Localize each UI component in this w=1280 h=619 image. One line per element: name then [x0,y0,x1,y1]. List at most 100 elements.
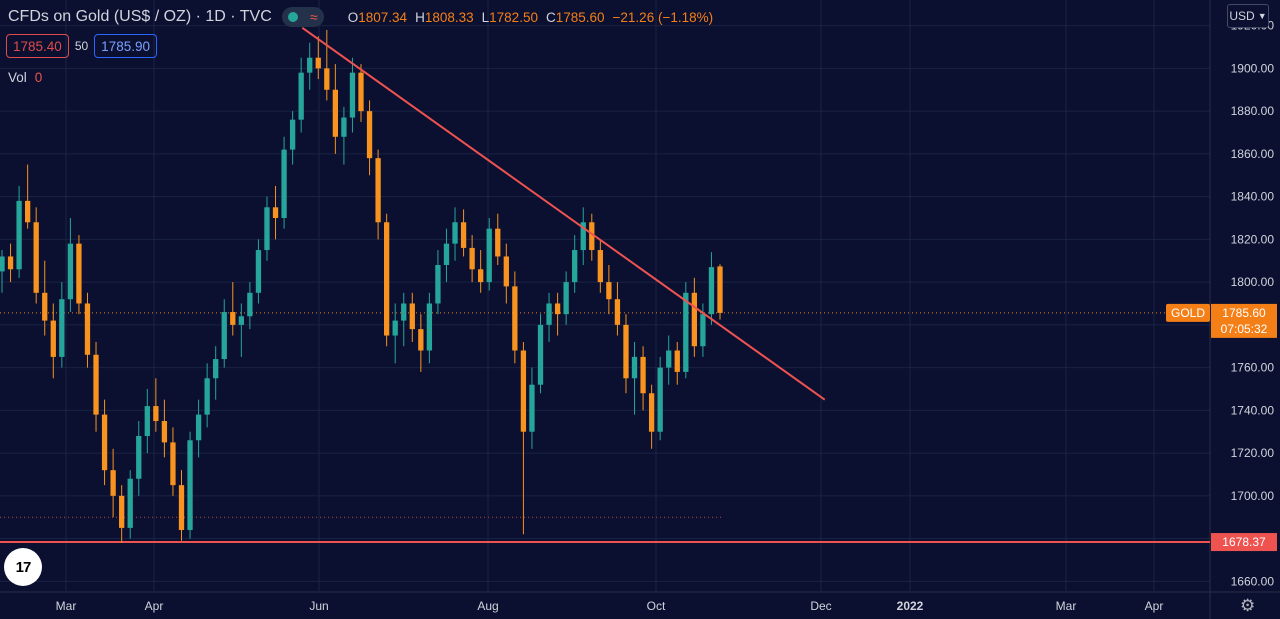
candle-body [460,222,467,248]
currency-label: USD [1229,9,1255,23]
candle [614,282,621,336]
candle-body [33,222,39,293]
y-tick-label: 1900.00 [1231,61,1275,75]
candle [495,213,501,266]
candle [7,243,14,283]
y-tick-label: 1820.00 [1231,232,1275,246]
candle [375,149,381,240]
currency-select[interactable]: USD ▼ [1227,4,1269,28]
candle-body [366,111,373,159]
candle [93,341,99,432]
candle-body [272,207,279,218]
y-tick-label: 1880.00 [1231,104,1275,118]
volume-value: 0 [34,70,43,85]
candle [178,470,185,541]
spread-value: 50 [74,39,89,53]
candle [358,64,364,122]
candle-body [136,435,142,479]
candle-body [452,222,458,244]
x-tick-label: Jun [309,599,328,613]
candle [426,292,433,364]
candle-body [238,316,244,325]
candle [409,292,415,342]
candle-body [50,320,56,357]
candle-body [683,292,689,372]
candle [24,164,31,229]
sell-button[interactable]: 1785.40 [6,34,69,58]
candle-body [554,303,561,315]
candle [683,282,689,379]
candle [238,303,244,357]
tradingview-logo-icon[interactable]: 17 [4,548,42,586]
ohlc-value: 1808.33 [424,9,474,25]
candle-body [42,292,48,321]
candle [136,421,142,496]
candle [503,243,509,304]
x-tick-label: Dec [810,599,831,613]
candle-body [161,421,168,443]
countdown-value: 07:05:32 [1221,322,1268,336]
candle-body [486,228,492,283]
chevron-down-icon: ▼ [1257,11,1267,21]
candle [255,239,262,304]
candle-body [255,250,262,293]
candle [0,250,5,293]
candle [392,303,398,364]
candle [127,470,133,539]
wave-icon: ≈ [309,9,318,25]
candle-body [358,72,364,112]
ohlc-key: L [481,9,490,25]
support-tag-value: 1678.37 [1222,535,1266,549]
candle-body [469,247,475,270]
x-tick-label: Oct [647,599,666,613]
buy-button[interactable]: 1785.90 [94,34,157,58]
candle [486,217,492,291]
candle [315,36,321,80]
candle [16,185,22,278]
candle [272,185,279,240]
gear-icon[interactable]: ⚙ [1240,596,1256,615]
chart-title[interactable]: CFDs on Gold (US$ / OZ) · 1D · TVC [8,8,272,25]
candle-body [59,299,65,357]
candle-body [349,72,356,118]
candle-body [298,72,304,120]
candle-body [324,68,330,90]
candle-body [606,282,612,300]
candle [264,196,270,261]
ohlc-item: C1785.60 [546,10,605,25]
indicator-toggle[interactable]: ≈ [281,7,324,27]
last-price-value: 1785.60 [1222,306,1266,320]
ohlc-value: 1785.60 [555,9,605,25]
ohlc-item: O1807.34 [348,10,407,25]
candle-body [563,282,569,315]
candle-body [614,299,621,325]
candle-body [101,414,108,471]
candle-body [170,442,176,486]
candle [281,136,287,229]
volume-legend: Vol 0 [8,70,42,85]
x-tick-label: Apr [1145,599,1164,613]
ohlc-key: H [415,9,425,25]
y-tick-label: 1860.00 [1231,147,1275,161]
candle [717,264,723,320]
candle-body [708,267,715,315]
candle-body [572,250,578,283]
candle-body [315,57,321,69]
y-tick-label: 1700.00 [1231,489,1275,503]
candle-body [623,324,629,379]
candle-body [401,303,407,321]
ohlc-item: L1782.50 [482,10,538,25]
candle [460,209,467,257]
candle [33,207,39,304]
candle-body [247,292,253,317]
candle [204,363,210,428]
y-tick-label: 1760.00 [1231,361,1275,375]
candle [332,64,339,154]
quote-row: 1785.40 50 1785.90 [6,34,157,58]
price-tags: GOLD 1785.60 07:05:32 1678.37 [1166,303,1277,552]
candle [221,299,227,368]
candle-body [221,312,227,360]
candle [452,207,458,261]
candle-body [478,269,484,283]
